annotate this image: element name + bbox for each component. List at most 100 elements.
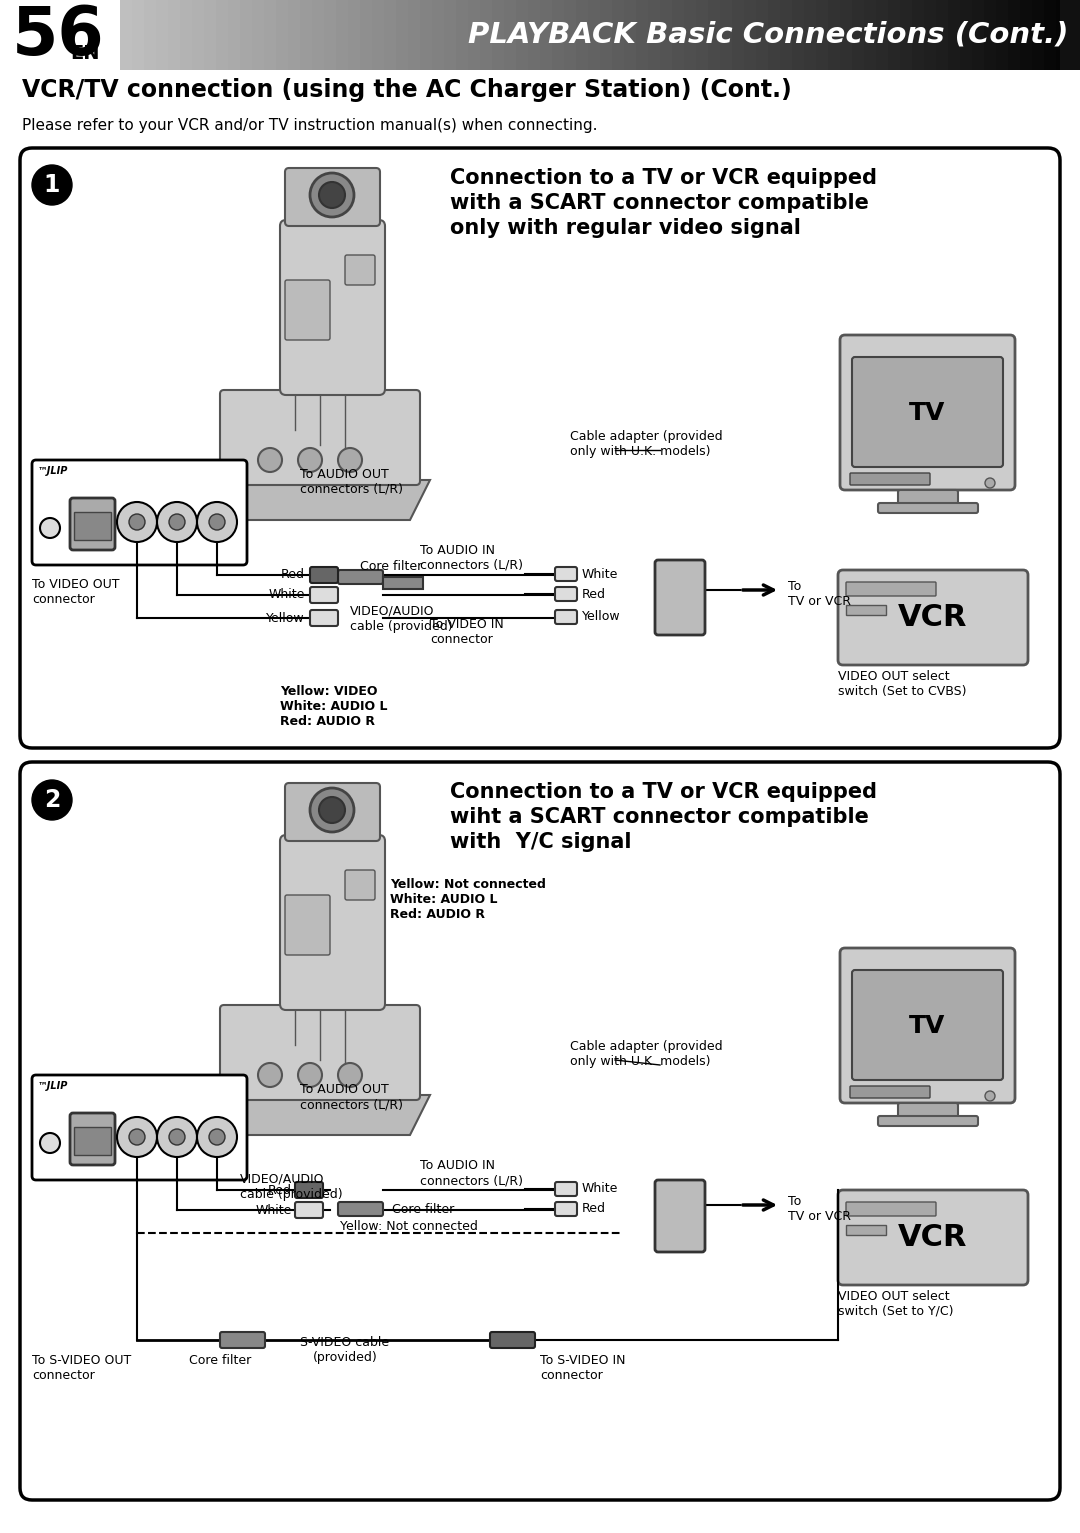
FancyBboxPatch shape <box>280 835 384 1010</box>
Text: Core filter: Core filter <box>392 1203 455 1216</box>
Bar <box>180 0 192 71</box>
Circle shape <box>210 1128 225 1145</box>
FancyBboxPatch shape <box>878 1116 978 1127</box>
FancyBboxPatch shape <box>70 1113 114 1165</box>
Text: Cable adapter (provided
only with U.K. models): Cable adapter (provided only with U.K. m… <box>570 429 723 458</box>
Text: Red: Red <box>582 587 606 601</box>
FancyBboxPatch shape <box>838 570 1028 665</box>
Bar <box>360 0 372 71</box>
FancyBboxPatch shape <box>220 389 420 484</box>
Circle shape <box>157 501 197 543</box>
Bar <box>0 0 120 71</box>
FancyBboxPatch shape <box>285 783 380 842</box>
Bar <box>420 0 432 71</box>
FancyBboxPatch shape <box>285 169 380 225</box>
Bar <box>408 0 420 71</box>
FancyBboxPatch shape <box>338 1202 383 1216</box>
Bar <box>876 0 888 71</box>
Circle shape <box>310 173 354 218</box>
Circle shape <box>319 797 345 823</box>
Bar <box>444 0 456 71</box>
Polygon shape <box>210 1095 430 1134</box>
Circle shape <box>168 514 185 530</box>
Text: TV: TV <box>908 402 945 425</box>
Bar <box>492 0 504 71</box>
Bar <box>168 0 180 71</box>
Bar <box>288 0 300 71</box>
Bar <box>612 0 624 71</box>
FancyBboxPatch shape <box>220 1006 420 1101</box>
Circle shape <box>129 1128 145 1145</box>
FancyBboxPatch shape <box>897 491 958 504</box>
Text: Red: Red <box>281 569 305 581</box>
Bar <box>468 0 480 71</box>
Bar <box>924 0 936 71</box>
Text: Yellow: Not connected
White: AUDIO L
Red: AUDIO R: Yellow: Not connected White: AUDIO L Red… <box>390 878 545 921</box>
Text: Red: Red <box>582 1202 606 1216</box>
Bar <box>828 0 840 71</box>
Circle shape <box>338 448 362 472</box>
Text: 2: 2 <box>44 788 60 812</box>
Bar <box>588 0 600 71</box>
Circle shape <box>129 514 145 530</box>
FancyBboxPatch shape <box>555 1202 577 1216</box>
FancyBboxPatch shape <box>21 149 1059 748</box>
Bar <box>576 0 588 71</box>
Bar <box>372 0 384 71</box>
Bar <box>864 0 876 71</box>
Text: ™JLIP: ™JLIP <box>38 466 68 477</box>
FancyBboxPatch shape <box>285 895 330 955</box>
Circle shape <box>258 1062 282 1087</box>
FancyBboxPatch shape <box>490 1332 535 1348</box>
Bar <box>660 0 672 71</box>
Bar <box>192 0 204 71</box>
Bar <box>144 0 156 71</box>
Text: with  Y/C signal: with Y/C signal <box>450 832 632 852</box>
Bar <box>1068 0 1080 71</box>
Text: White: White <box>582 567 619 581</box>
FancyBboxPatch shape <box>32 460 247 566</box>
Bar <box>312 0 324 71</box>
Circle shape <box>40 1133 60 1153</box>
Text: only with regular video signal: only with regular video signal <box>450 218 801 238</box>
Bar <box>216 0 228 71</box>
Bar <box>804 0 816 71</box>
Text: wiht a SCART connector compatible: wiht a SCART connector compatible <box>450 806 869 826</box>
Bar <box>684 0 696 71</box>
Circle shape <box>197 501 237 543</box>
Bar <box>348 0 360 71</box>
Bar <box>516 0 528 71</box>
Bar <box>384 0 396 71</box>
Bar <box>888 0 900 71</box>
Bar <box>912 0 924 71</box>
Text: VCR/TV connection (using the AC Charger Station) (Cont.): VCR/TV connection (using the AC Charger … <box>22 78 792 103</box>
Bar <box>960 0 972 71</box>
Bar <box>648 0 660 71</box>
FancyBboxPatch shape <box>285 281 330 340</box>
Bar <box>792 0 804 71</box>
Circle shape <box>168 1128 185 1145</box>
FancyBboxPatch shape <box>295 1182 323 1197</box>
Text: Core filter: Core filter <box>189 1354 252 1367</box>
Text: To AUDIO IN
connectors (L/R): To AUDIO IN connectors (L/R) <box>420 1159 523 1187</box>
FancyBboxPatch shape <box>310 610 338 625</box>
Text: with a SCART connector compatible: with a SCART connector compatible <box>450 193 869 213</box>
Text: Yellow: Yellow <box>582 610 621 624</box>
Text: Connection to a TV or VCR equipped: Connection to a TV or VCR equipped <box>450 169 877 189</box>
Bar <box>1059 0 1080 71</box>
Bar <box>900 0 912 71</box>
Bar <box>708 0 720 71</box>
Circle shape <box>32 780 72 820</box>
Bar <box>552 0 564 71</box>
Polygon shape <box>210 480 430 520</box>
FancyBboxPatch shape <box>852 970 1003 1081</box>
FancyBboxPatch shape <box>840 947 1015 1104</box>
Text: Yellow: Yellow <box>267 612 305 624</box>
Text: To S-VIDEO OUT
connector: To S-VIDEO OUT connector <box>32 1354 132 1383</box>
Circle shape <box>197 1118 237 1157</box>
Bar <box>432 0 444 71</box>
Circle shape <box>117 501 157 543</box>
Circle shape <box>319 182 345 208</box>
Circle shape <box>40 518 60 538</box>
FancyBboxPatch shape <box>310 567 338 583</box>
